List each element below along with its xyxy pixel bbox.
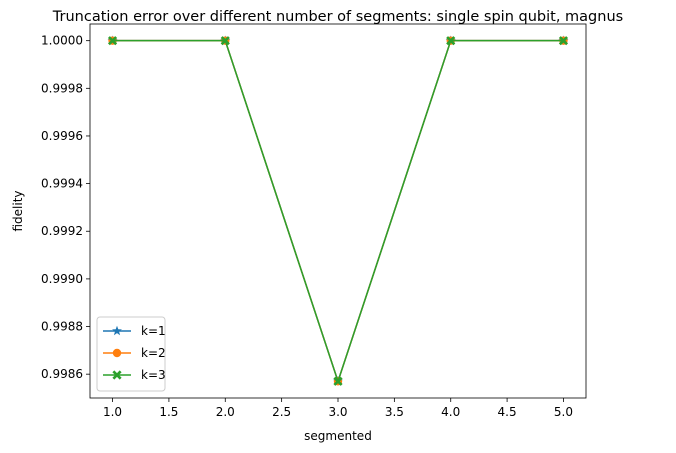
legend-item: k=3: [103, 368, 166, 382]
x-axis: 1.0 1.5 2.0 2.5 3.0 3.5 4.0 4.5 5.0: [103, 398, 573, 419]
x-tick-label: 3.0: [328, 405, 347, 419]
y-tick-label: 0.9996: [41, 129, 83, 143]
legend-marker: [112, 325, 122, 336]
data-point: [446, 36, 456, 46]
legend-marker: [112, 348, 122, 358]
legend-item: k=1: [103, 324, 166, 338]
plot-area: [90, 24, 586, 398]
y-tick-label: 0.9998: [41, 81, 83, 95]
y-axis-label: fidelity: [11, 190, 25, 231]
data-point: [333, 376, 343, 386]
y-tick-label: 0.9986: [41, 367, 83, 381]
x-tick-label: 5.0: [554, 405, 573, 419]
data-point: [220, 36, 230, 46]
x-tick-label: 4.0: [441, 405, 460, 419]
y-tick-label: 0.9992: [41, 224, 83, 238]
chart-title: Truncation error over different number o…: [52, 9, 623, 25]
legend-label: k=3: [141, 368, 166, 382]
x-axis-label: segmented: [304, 429, 372, 443]
series-k-3: [107, 36, 569, 386]
y-tick-label: 0.9990: [41, 272, 83, 286]
y-axis: 0.9986 0.9988 0.9990 0.9992 0.9994 0.9996 0.99…: [41, 34, 90, 381]
series-layer: [107, 35, 569, 386]
legend-item: k=2: [103, 346, 166, 360]
data-point: [107, 36, 118, 46]
x-tick-label: 1.5: [159, 405, 178, 419]
x-tick-label: 3.5: [385, 405, 404, 419]
x-tick-label: 2.0: [216, 405, 235, 419]
legend-label: k=1: [141, 324, 166, 338]
y-tick-label: 0.9988: [41, 320, 83, 334]
x-tick-label: 1.0: [103, 405, 122, 419]
legend-marker: [112, 370, 122, 380]
y-tick-label: 1.0000: [41, 34, 83, 48]
x-tick-label: 4.5: [498, 405, 517, 419]
legend-label: k=2: [141, 346, 166, 360]
x-tick-label: 2.5: [272, 405, 291, 419]
data-point: [558, 36, 569, 46]
y-tick-label: 0.9994: [41, 177, 83, 191]
legend: k=1 k=2 k=3: [96, 316, 166, 392]
